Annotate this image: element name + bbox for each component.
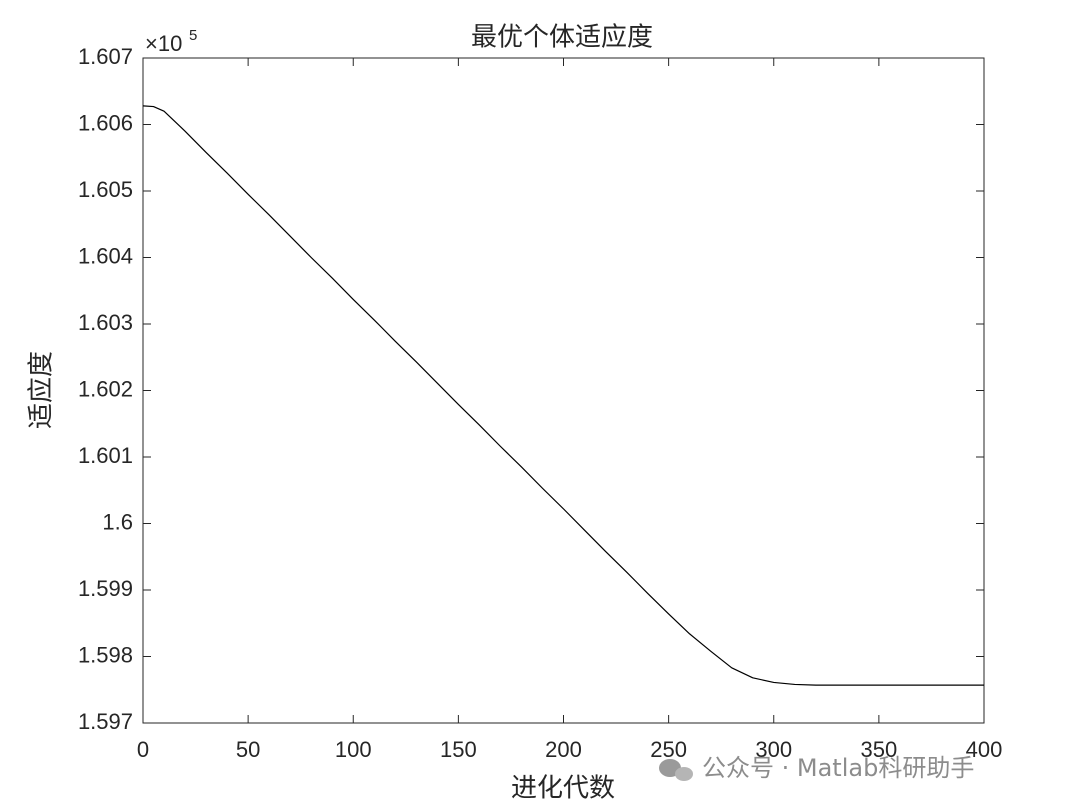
- x-tick-label: 50: [236, 737, 260, 762]
- x-axis-label: 进化代数: [511, 774, 615, 804]
- y-tick-label: 1.601: [78, 443, 133, 468]
- y-tick-label: 1.6: [102, 509, 133, 534]
- y-tick-label: 1.598: [78, 642, 133, 667]
- y-tick-label: 1.597: [78, 709, 133, 734]
- x-tick-label: 0: [137, 737, 149, 762]
- y-tick-label: 1.605: [78, 177, 133, 202]
- y-tick-label: 1.603: [78, 310, 133, 335]
- y-tick-label: 1.604: [78, 243, 133, 268]
- x-tick-label: 350: [861, 737, 898, 762]
- y-scale-base: ×10: [145, 31, 182, 56]
- chart-title: 最优个体适应度: [471, 23, 653, 53]
- x-tick-label: 250: [650, 737, 687, 762]
- x-tick-label: 150: [440, 737, 477, 762]
- x-tick-label: 400: [966, 737, 1003, 762]
- y-tick-label: 1.606: [78, 110, 133, 135]
- plot-area: [142, 57, 985, 724]
- y-tick-label: 1.602: [78, 376, 133, 401]
- watermark: 公众号 · Matlab科研助手: [702, 754, 974, 782]
- x-tick-label: 300: [755, 737, 792, 762]
- y-axis-label: 适应度: [27, 351, 57, 429]
- y-tick-label: 1.599: [78, 576, 133, 601]
- y-scale-exponent: 5: [189, 27, 197, 44]
- x-tick-label: 200: [545, 737, 582, 762]
- data-line: [142, 105, 984, 686]
- watermark-icon: [659, 759, 693, 781]
- x-tick-label: 100: [335, 737, 372, 762]
- y-tick-label: 1.607: [78, 44, 133, 69]
